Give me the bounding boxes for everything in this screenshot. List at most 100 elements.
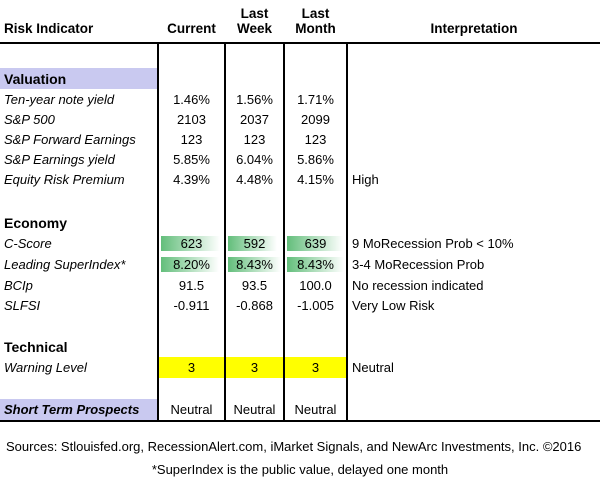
value-last-month: 100.0 (285, 275, 346, 295)
column-divider (157, 42, 159, 421)
value-text: 8.20% (173, 257, 210, 272)
indicator-name: Warning Level (4, 360, 87, 375)
table-row: Warning Level 3 3 3 Neutral (0, 357, 600, 378)
header-last-week: Last Week (226, 0, 283, 42)
value-current: 8.20% (159, 254, 224, 275)
table-row: Equity Risk Premium 4.39% 4.48% 4.15% Hi… (0, 169, 600, 189)
header-interpretation: Interpretation (430, 21, 518, 36)
header-row: Risk Indicator Current Last Week Last Mo… (0, 0, 600, 42)
header-last-week-top: Last (240, 6, 269, 21)
value-current: 91.5 (159, 275, 224, 295)
value-current: 1.46% (173, 91, 210, 107)
value-current: 4.39% (173, 171, 210, 187)
prospects-last-week: Neutral (233, 402, 276, 417)
value-last-week: 6.04% (236, 151, 273, 167)
interpretation-text: 3-4 MoRecession Prob (352, 257, 485, 272)
value-last-month: 123 (304, 131, 327, 147)
interpretation-text: Neutral (352, 360, 394, 375)
table-row: S&P Earnings yield 5.85% 6.04% 5.86% (0, 149, 600, 169)
prospects-last-month: Neutral (294, 402, 337, 417)
value-text: 592 (243, 236, 266, 251)
prospects-row: Short Term Prospects Neutral Neutral Neu… (0, 399, 600, 420)
value-last-week: 1.56% (236, 91, 273, 107)
value-last-week: -0.868 (226, 295, 283, 316)
value-last-month: 4.15% (297, 171, 334, 187)
value-text: -0.911 (173, 298, 210, 313)
column-divider (224, 42, 226, 421)
value-last-week: 93.5 (226, 275, 283, 295)
value-current: 623 (159, 233, 224, 254)
value-current: 3 (159, 357, 224, 378)
value-last-month: 5.86% (297, 151, 334, 167)
value-text: 623 (180, 236, 203, 251)
interpretation-text (348, 109, 600, 129)
value-last-month: 1.71% (297, 91, 334, 107)
table-row: S&P 500 2103 2037 2099 (0, 109, 600, 129)
prospects-label: Short Term Prospects (0, 399, 157, 420)
interpretation-text: High (352, 171, 379, 187)
value-text: 639 (304, 236, 327, 251)
value-text: -0.868 (236, 298, 273, 313)
value-last-week: 123 (243, 131, 266, 147)
value-text: 8.43% (236, 257, 273, 272)
interpretation-text: 9 MoRecession Prob < 10% (352, 236, 514, 251)
section-title-valuation: Valuation (0, 68, 159, 89)
section-row-economy: Economy (0, 212, 600, 233)
header-current: Current (167, 21, 216, 36)
indicator-name: BCIp (4, 277, 33, 293)
value-text: 91.5 (178, 277, 205, 293)
header-last-month-top: Last (301, 6, 330, 21)
value-text: 8.43% (297, 257, 334, 272)
data-bar (287, 257, 344, 272)
value-last-week: 4.48% (236, 171, 273, 187)
indicator-name: Equity Risk Premium (4, 171, 125, 187)
interpretation-text: No recession indicated (352, 277, 484, 293)
value-text: 93.5 (241, 277, 268, 293)
value-last-week: 2037 (240, 111, 269, 127)
table-bottom-border (0, 420, 600, 422)
data-bar (228, 257, 281, 272)
value-last-week: 3 (226, 357, 283, 378)
prospects-current: Neutral (170, 402, 213, 417)
table-row: SLFSI -0.911 -0.868 -1.005 Very Low Risk (0, 295, 600, 316)
value-current: 5.85% (173, 151, 210, 167)
value-current: -0.911 (159, 295, 224, 316)
indicator-name: Ten-year note yield (4, 91, 115, 107)
data-bar (287, 236, 343, 251)
interpretation-text: Very Low Risk (352, 298, 435, 313)
header-divider (0, 42, 600, 44)
indicator-name: SLFSI (4, 298, 41, 313)
sources-note: Sources: Stlouisfed.org, RecessionAlert.… (0, 436, 600, 456)
sources-text: Sources: Stlouisfed.org, RecessionAlert.… (6, 438, 582, 454)
interpretation-text (348, 129, 600, 149)
value-last-week: 592 (226, 233, 283, 254)
table-row: Leading SuperIndex* 8.20% 8.43% 8.43% 3-… (0, 254, 600, 275)
value-text: 100.0 (299, 277, 332, 293)
section-title-economy: Economy (4, 214, 68, 231)
column-divider (283, 42, 285, 421)
table-row: C-Score 623 592 639 9 MoRecession Prob <… (0, 233, 600, 254)
data-bar (228, 236, 277, 251)
value-last-week: 8.43% (226, 254, 283, 275)
data-bar (161, 257, 219, 272)
interpretation-text (348, 149, 600, 169)
table-row: Ten-year note yield 1.46% 1.56% 1.71% (0, 89, 600, 109)
header-last-month-bottom: Month (295, 21, 336, 36)
superindex-text: *SuperIndex is the public value, delayed… (151, 461, 449, 477)
indicator-name: S&P Earnings yield (4, 151, 115, 167)
section-title-technical: Technical (4, 338, 68, 355)
value-text: -1.005 (297, 298, 334, 313)
value-last-month: 2099 (301, 111, 330, 127)
header-risk-indicator: Risk Indicator (4, 21, 94, 36)
table-row: S&P Forward Earnings 123 123 123 (0, 129, 600, 149)
interpretation-text (348, 89, 600, 109)
header-last-month: Last Month (285, 0, 346, 42)
value-last-month: 8.43% (285, 254, 346, 275)
data-bar (161, 236, 220, 251)
value-last-month: 3 (285, 357, 346, 378)
section-row-technical: Technical (0, 336, 600, 357)
table-row: BCIp 91.5 93.5 100.0 No recession indica… (0, 275, 600, 295)
header-last-week-bottom: Week (236, 21, 273, 36)
indicator-name: C-Score (4, 236, 52, 251)
